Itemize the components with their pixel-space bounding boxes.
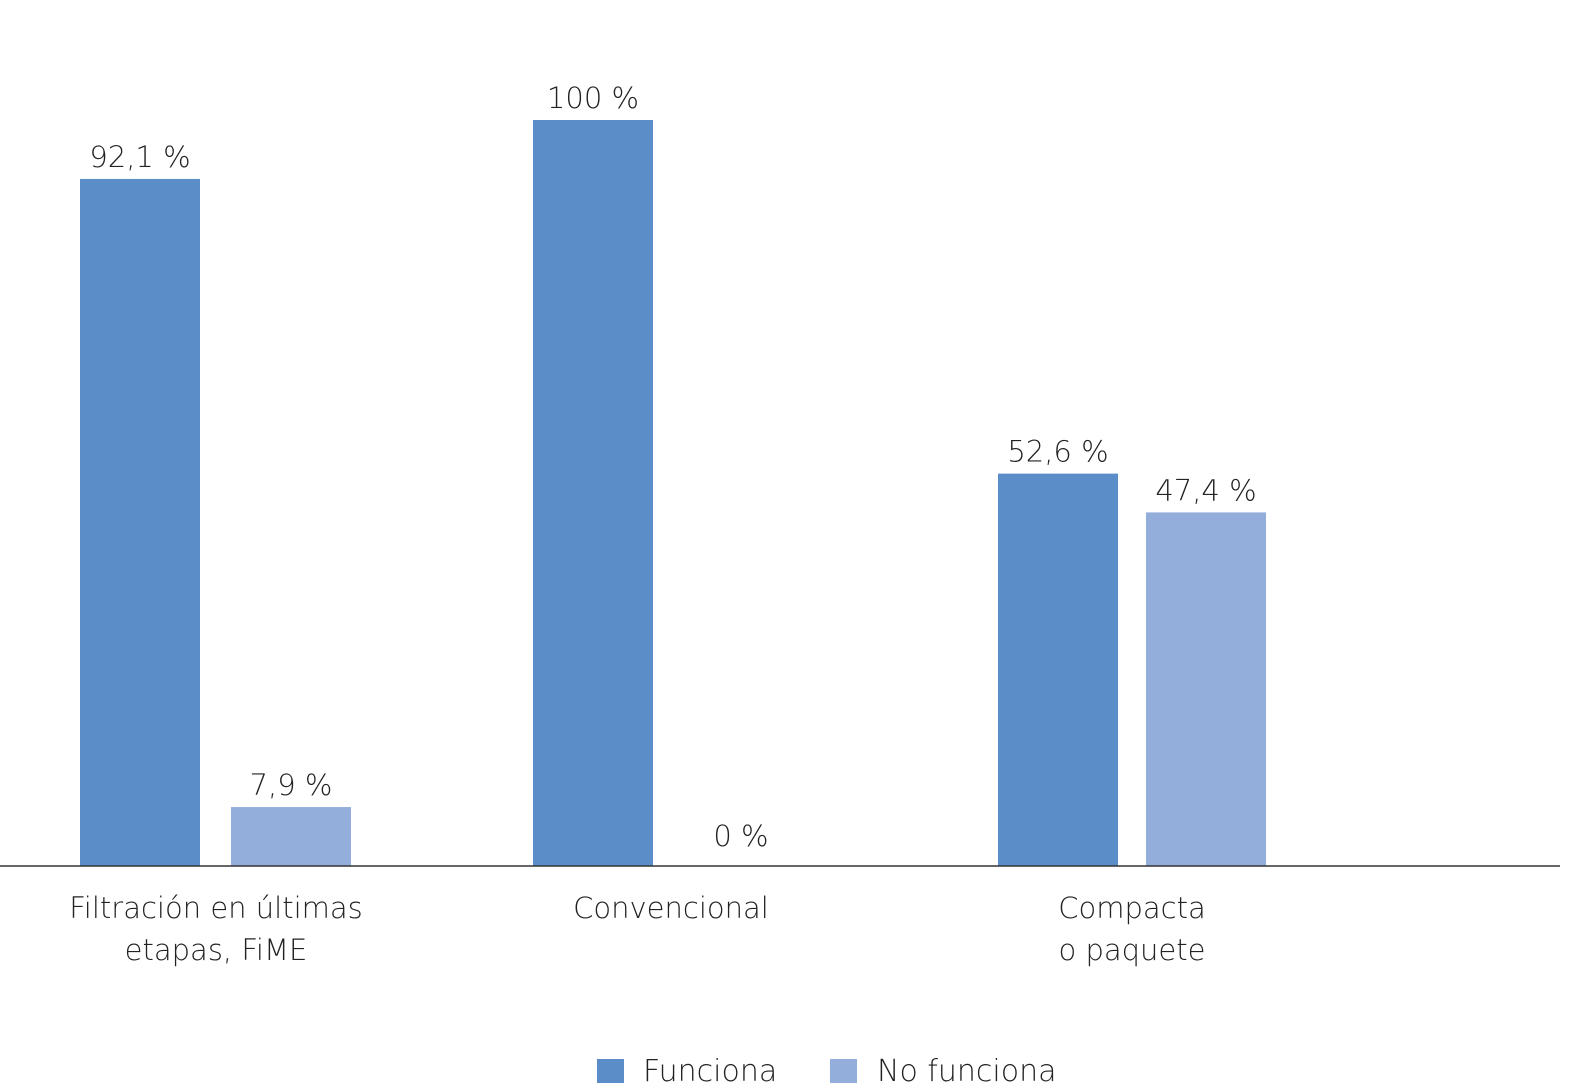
data-label-no-funciona-2: 47,4 % [1155, 473, 1256, 507]
data-label-no-funciona-1: 0 % [713, 819, 768, 853]
bars-group [80, 120, 1266, 866]
legend-swatch-funciona [597, 1059, 624, 1083]
legend-label-funciona: Funciona [643, 1054, 777, 1089]
data-label-funciona-1: 100 % [547, 81, 639, 115]
bar-no-funciona-0 [231, 807, 351, 866]
bar-funciona-2 [998, 473, 1118, 866]
category-label-2-line-0: Compacta [1058, 891, 1206, 925]
bar-funciona-1 [533, 120, 653, 866]
data-label-funciona-2: 52,6 % [1007, 435, 1108, 469]
category-labels-group: Filtración en últimas etapas, FiME Convenc… [69, 891, 1206, 967]
legend-label-no-funciona: No funciona [877, 1054, 1057, 1089]
bar-funciona-0 [80, 178, 200, 866]
category-label-0-line-0: Filtración en últimas [69, 891, 363, 925]
category-label-1-line-0: Convencional [573, 891, 769, 925]
bar-no-funciona-2 [1146, 512, 1266, 866]
data-label-funciona-0: 92,1 % [89, 140, 190, 174]
category-label-0-line-1: etapas, FiME [125, 933, 308, 967]
data-label-no-funciona-0: 7,9 % [250, 768, 333, 802]
legend-swatch-no-funciona [830, 1059, 857, 1083]
legend: Funciona No funciona [597, 1054, 1057, 1089]
category-label-2-line-1: o paquete [1059, 933, 1206, 967]
data-labels-group: 92,1 % 100 % 52,6 % 7,9 % 0 % 47,4 % [89, 81, 1256, 853]
